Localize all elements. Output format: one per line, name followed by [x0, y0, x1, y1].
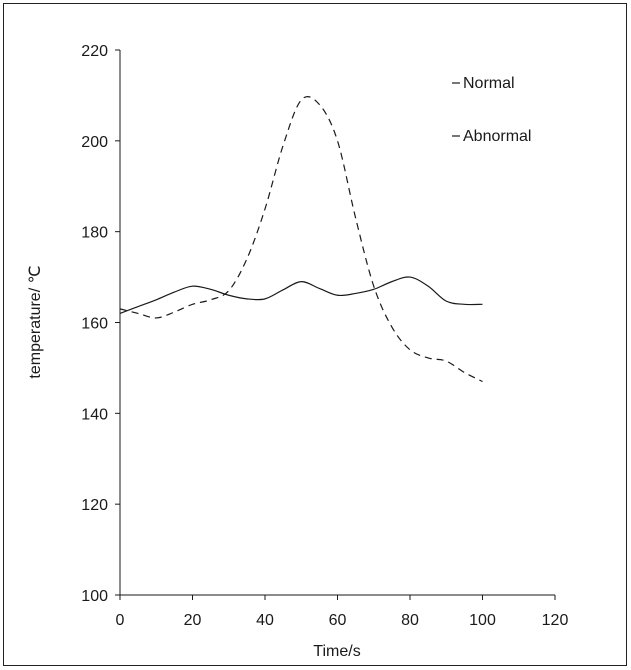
- y-tick-label: 120: [81, 497, 108, 514]
- series-line-abnormal: [119, 96, 483, 383]
- x-tick-label: 40: [256, 612, 274, 629]
- chart-frame: [3, 3, 627, 666]
- y-tick-label: 140: [81, 406, 108, 423]
- y-axis-title: temperature/ ℃: [27, 265, 44, 378]
- x-tick-label: 0: [116, 612, 125, 629]
- y-tick-label: 200: [81, 134, 108, 151]
- y-tick-label: 220: [81, 43, 108, 60]
- x-tick-label: 80: [401, 612, 419, 629]
- y-tick-label: 160: [81, 316, 108, 333]
- x-axis-title: Time/s: [313, 643, 360, 660]
- x-tick-label: 20: [184, 612, 202, 629]
- series-line-normal: [119, 276, 483, 314]
- series-layer: [119, 96, 483, 383]
- legend-label-abnormal: Abnormal: [463, 128, 531, 145]
- x-tick-label: 120: [542, 612, 569, 629]
- x-tick-label: 100: [469, 612, 496, 629]
- x-tick-label: 60: [329, 612, 347, 629]
- y-tick-label: 180: [81, 225, 108, 242]
- legend: Normal Abnormal: [452, 75, 531, 145]
- y-tick-label: 100: [81, 588, 108, 605]
- legend-label-normal: Normal: [463, 75, 515, 92]
- axes: 100 120 140 160 180 200 220 0 20 40 60 80 100 120: [81, 43, 568, 629]
